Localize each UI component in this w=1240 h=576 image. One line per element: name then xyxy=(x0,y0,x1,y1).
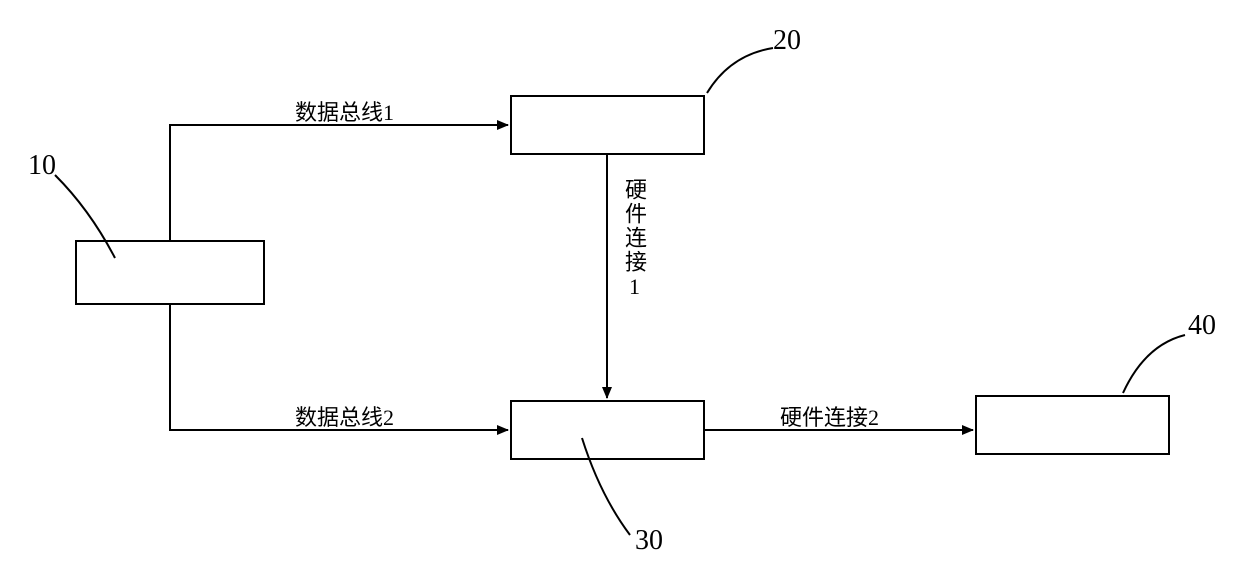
node-30 xyxy=(510,400,705,460)
edge-label-hw2: 硬件连接2 xyxy=(780,400,879,432)
leader-40 xyxy=(1123,335,1185,393)
leader-20 xyxy=(707,48,773,93)
edge-label-bus1: 数据总线1 xyxy=(295,95,394,127)
node-20 xyxy=(510,95,705,155)
ref-label-10: 10 xyxy=(28,150,56,182)
ref-label-20: 20 xyxy=(773,25,801,57)
ref-label-40: 40 xyxy=(1188,310,1216,342)
edge-bus1 xyxy=(170,125,508,240)
node-40 xyxy=(975,395,1170,455)
ref-label-30: 30 xyxy=(635,525,663,557)
edge-label-bus2: 数据总线2 xyxy=(295,400,394,432)
node-10 xyxy=(75,240,265,305)
edge-label-hw1: 硬件连接1 xyxy=(618,178,650,301)
